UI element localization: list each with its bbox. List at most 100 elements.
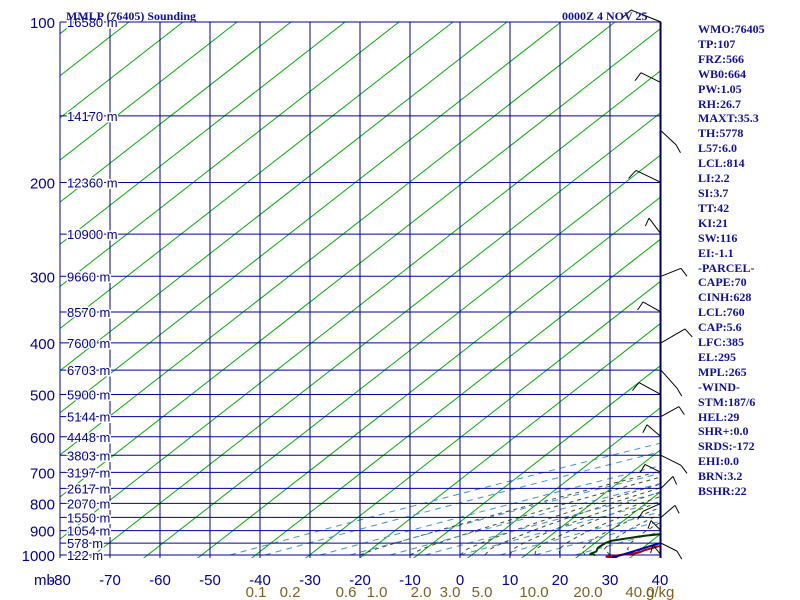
pressure-tick-label: 700	[30, 465, 55, 482]
height-label: 7600 m	[67, 336, 110, 351]
dry-adiabat	[60, 22, 454, 330]
wind-barb-flag	[637, 511, 644, 520]
chart-grid	[59, 21, 661, 558]
dry-adiabat	[412, 364, 661, 558]
sounding-stats-panel: WMO:76405 TP:107 FRZ:566 WB0:664 PW:1.05 RH:2…	[698, 22, 798, 499]
height-label: 10900 m	[67, 227, 118, 242]
mixing-ratio-line	[229, 442, 661, 556]
stat-item: LCL:760	[698, 305, 745, 320]
pressure-tick-label: 500	[30, 388, 55, 405]
height-label: 4448 m	[67, 430, 110, 445]
wind-barb-flag	[632, 382, 640, 391]
height-label: 578 m	[67, 536, 103, 551]
mixing-ratio-tick-label: 5.0	[472, 584, 493, 600]
wind-barb-flag	[675, 144, 681, 154]
wind-barb-flag	[684, 328, 693, 338]
stat-item: PW:1.05	[698, 81, 742, 96]
mixing-ratio-tick-label: 40.0	[625, 584, 654, 600]
stat-item: WMO:76405	[698, 22, 765, 36]
wind-barb	[660, 454, 682, 466]
moist-adiabat	[603, 513, 661, 556]
dry-adiabat	[60, 22, 616, 456]
height-label: 3197 m	[67, 465, 110, 480]
stat-item: MAXT:35.3	[698, 111, 759, 126]
wind-barb-flag	[676, 387, 683, 397]
temperature-tick-label: 20	[552, 572, 569, 589]
mixing-ratio-tick-label: 1.0	[367, 584, 388, 600]
wind-barb	[640, 72, 662, 84]
wind-barb	[638, 382, 662, 395]
dry-adiabat	[196, 196, 661, 558]
stat-item: STM:187/6	[698, 394, 756, 409]
stat-item: SRDS:-172	[698, 439, 755, 454]
temperature-tick-label: 30	[602, 572, 619, 589]
stat-item: EHI:0.0	[698, 454, 740, 469]
pressure-tick-label: 600	[30, 430, 55, 447]
temperature-tick-label: -50	[199, 572, 221, 589]
wind-barb-flag	[621, 9, 632, 19]
stat-item: L57:6.0	[698, 141, 737, 156]
wind-barb-flag	[628, 170, 637, 179]
stat-item: CINH:628	[698, 290, 752, 305]
dry-adiabat	[60, 69, 661, 540]
wind-barb-flag	[680, 268, 688, 277]
stat-item: LI:2.2	[698, 171, 730, 186]
dry-adiabat	[60, 22, 238, 161]
temperature-tick-label: 10	[502, 572, 519, 589]
moist-adiabats	[359, 470, 661, 556]
mixing-ratio-tick-label: 10.0	[519, 584, 548, 600]
dry-adiabat	[358, 322, 661, 558]
temperature-tick-label: -60	[149, 572, 171, 589]
moist-adiabat	[359, 470, 661, 556]
mixing-ratio-tick-label: 3.0	[440, 584, 461, 600]
wind-barb	[642, 301, 662, 313]
dry-adiabat	[466, 406, 661, 558]
temperature-tick-label: -80	[49, 572, 71, 589]
temperature-tick-label: -70	[99, 572, 121, 589]
wind-barb	[660, 369, 678, 389]
wind-barb	[646, 424, 662, 438]
stat-item: -PARCEL-	[698, 260, 755, 275]
pressure-tick-label: 300	[30, 269, 55, 286]
height-label: 2617 m	[67, 481, 110, 496]
moist-adiabat	[581, 506, 661, 556]
wind-barb	[650, 520, 662, 531]
height-label: 9660 m	[67, 269, 110, 284]
temperature-tick-label: -10	[399, 572, 421, 589]
height-label: 1054 m	[67, 524, 110, 539]
mixing-ratio-tick-label: 0.6	[336, 584, 357, 600]
temperature-tick-label: 40	[652, 572, 669, 589]
stat-item: CAPE:70	[698, 275, 747, 290]
height-label: 12360 m	[67, 175, 118, 190]
wind-barb-flag	[634, 72, 642, 82]
wind-barb	[660, 505, 676, 518]
dry-adiabat	[250, 238, 661, 558]
wind-barb	[660, 542, 678, 552]
wind-barb	[648, 217, 662, 235]
stat-item: BRN:3.2	[698, 469, 743, 484]
stat-item: HEL:29	[698, 409, 740, 424]
wind-barb-flag	[642, 424, 648, 433]
height-label: 2070 m	[67, 496, 110, 511]
dry-adiabat	[304, 280, 661, 558]
wind-barb-flag	[678, 406, 685, 415]
mixing-ratio-line	[424, 491, 661, 556]
wind-barb	[644, 463, 662, 473]
height-label: 1550 m	[67, 510, 110, 525]
stat-item: TT:42	[698, 200, 730, 215]
dry-adiabat	[60, 22, 346, 245]
mixing-ratio-tick-label: 20.0	[573, 584, 602, 600]
wind-barb	[642, 502, 662, 512]
stat-item: KI:21	[698, 215, 728, 230]
mixing-ratio-tick-label: 2.0	[411, 584, 432, 600]
moist-adiabat	[409, 476, 661, 556]
pressure-tick-label: 100	[30, 15, 55, 32]
wind-barb	[660, 328, 686, 344]
wind-barb	[660, 130, 677, 146]
wind-barb	[660, 406, 680, 418]
mixing-ratio-unit-label: g/kg	[646, 584, 674, 600]
stat-item: -WIND-	[698, 379, 740, 394]
mixing-ratio-line	[349, 472, 661, 556]
